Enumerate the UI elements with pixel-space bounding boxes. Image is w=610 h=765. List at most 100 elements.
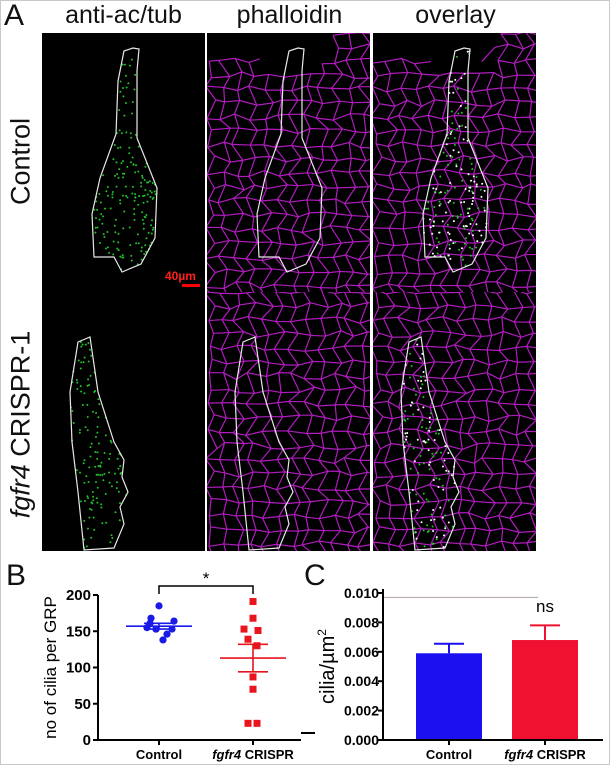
cilium — [111, 196, 114, 199]
cilium — [147, 231, 150, 234]
cilium — [464, 107, 467, 110]
scale-bar-label: 40µm — [165, 269, 196, 283]
cilium — [118, 129, 121, 132]
cilium — [425, 207, 428, 210]
cilium — [441, 465, 444, 468]
cilium — [133, 218, 136, 221]
cilium — [452, 149, 455, 152]
cilium — [449, 257, 452, 260]
cilium — [449, 238, 452, 241]
cilium — [435, 536, 438, 539]
cilium — [450, 474, 453, 477]
cilium — [143, 253, 146, 256]
cilium — [452, 242, 455, 245]
cilium — [432, 455, 435, 458]
cilium — [96, 457, 99, 460]
cilium — [117, 467, 120, 470]
cilium — [91, 491, 94, 494]
cilium — [124, 74, 127, 77]
cilium — [130, 136, 133, 139]
cilium — [122, 160, 125, 163]
cilium — [97, 442, 100, 445]
cilium — [96, 226, 99, 229]
cilium — [460, 77, 463, 80]
cilium — [154, 193, 157, 196]
chart-c: 0.000 0.002 0.004 0.006 0.008 0.010 cilia/µm2 C… — [301, 585, 603, 762]
cilium — [83, 538, 86, 541]
cilium — [100, 461, 103, 464]
cilium — [110, 485, 113, 488]
cilium — [134, 73, 137, 76]
data-point — [249, 673, 257, 681]
cilium — [469, 222, 472, 225]
cilium — [463, 227, 466, 230]
cilium — [137, 203, 140, 206]
actin-cell-network — [373, 33, 536, 292]
cilium — [106, 246, 109, 249]
cilium — [449, 154, 452, 157]
cilium — [151, 197, 154, 200]
cilium — [431, 232, 434, 235]
cilium — [102, 233, 105, 236]
cilium — [423, 375, 426, 378]
cilium — [436, 428, 439, 431]
cilium — [94, 481, 97, 484]
cilium — [481, 182, 484, 185]
cilium — [76, 387, 79, 390]
cilium — [428, 429, 431, 432]
cilium — [136, 233, 139, 236]
cilium — [409, 467, 412, 470]
cilium — [137, 145, 140, 148]
cilium — [101, 215, 104, 218]
x-tick-label-italic: fgfr4 — [212, 747, 242, 762]
grp-outline — [91, 47, 158, 273]
x-tick-label: fgfr4 CRISPR — [504, 747, 586, 762]
cilium — [134, 193, 137, 196]
cilium — [143, 215, 146, 218]
cilium — [85, 545, 88, 548]
data-point — [254, 627, 262, 635]
cilium — [119, 465, 122, 468]
chart-b: 0 50 100 150 200 no of cilia per GRP Control fg… — [41, 569, 301, 762]
micrograph-1-2 — [373, 292, 536, 551]
y-tick-label: 0.004 — [344, 673, 379, 689]
cilium — [438, 191, 441, 194]
cilium — [94, 465, 97, 468]
cilium — [417, 408, 420, 411]
cilium — [427, 500, 430, 503]
cilium — [420, 521, 423, 524]
cilium — [445, 154, 448, 157]
cilium — [76, 381, 79, 384]
cilium — [133, 207, 136, 210]
cilium — [120, 471, 123, 474]
cilium — [93, 208, 96, 211]
cilium — [130, 259, 133, 262]
cilium — [100, 503, 103, 506]
cilium — [471, 167, 474, 170]
cilium — [89, 348, 92, 351]
cilium — [424, 379, 427, 382]
cilium — [106, 194, 109, 197]
cilium — [109, 452, 112, 455]
y-tick-label: 0.010 — [344, 585, 379, 601]
cilium — [114, 511, 117, 514]
cilium — [461, 124, 464, 127]
x-tick-label-italic: fgfr4 — [504, 747, 534, 762]
cilium — [436, 252, 439, 255]
micrograph-grid — [42, 33, 536, 551]
cilium — [449, 80, 452, 83]
cilium — [444, 191, 447, 194]
cilium — [448, 232, 451, 235]
cilium — [468, 246, 471, 249]
cilium — [103, 207, 106, 210]
cilium — [471, 229, 474, 232]
cilium — [119, 199, 122, 202]
x-tick-label-text: Control — [136, 747, 182, 762]
cilium — [452, 201, 455, 204]
cilium — [410, 401, 413, 404]
cilium — [102, 479, 105, 482]
cilium — [138, 195, 141, 198]
cilium — [470, 217, 473, 220]
cilium — [94, 226, 97, 229]
cilium — [151, 228, 154, 231]
